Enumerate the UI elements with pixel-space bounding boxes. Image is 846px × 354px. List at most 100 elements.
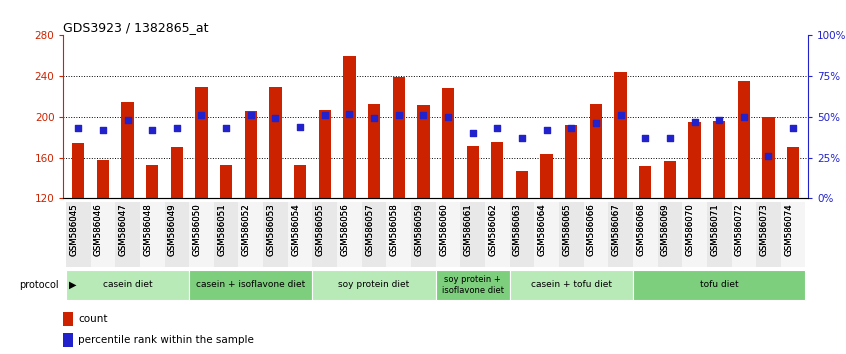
Point: [663, 135, 677, 141]
Text: casein + isoflavone diet: casein + isoflavone diet: [196, 280, 305, 290]
Point: [787, 125, 800, 131]
Bar: [312, 202, 337, 267]
Text: GSM586065: GSM586065: [563, 203, 571, 256]
Text: GSM586058: GSM586058: [390, 204, 398, 257]
Text: GSM586073: GSM586073: [760, 203, 768, 256]
Text: GSM586052: GSM586052: [242, 204, 250, 257]
Text: GSM586057: GSM586057: [365, 204, 374, 257]
Bar: [368, 104, 380, 198]
Text: GSM586046: GSM586046: [94, 204, 103, 257]
Bar: [214, 202, 239, 267]
Point: [761, 153, 775, 159]
Bar: [460, 202, 485, 267]
Text: GSM586058: GSM586058: [390, 203, 398, 256]
Text: GSM586060: GSM586060: [439, 204, 448, 257]
Bar: [140, 202, 164, 267]
Text: soy protein +
isoflavone diet: soy protein + isoflavone diet: [442, 275, 503, 295]
Bar: [492, 142, 503, 198]
Bar: [244, 111, 257, 198]
Text: GSM586062: GSM586062: [488, 204, 497, 257]
Text: GSM586072: GSM586072: [735, 203, 744, 256]
Point: [416, 112, 430, 118]
Bar: [762, 117, 775, 198]
Text: GSM586054: GSM586054: [291, 204, 300, 257]
Text: GSM586074: GSM586074: [784, 204, 794, 257]
Text: GSM586048: GSM586048: [143, 204, 152, 257]
Text: GSM586072: GSM586072: [735, 204, 744, 257]
Bar: [436, 202, 460, 267]
Bar: [485, 202, 509, 267]
Bar: [312, 270, 436, 300]
Bar: [91, 202, 115, 267]
Text: GSM586052: GSM586052: [242, 203, 250, 256]
Text: GSM586045: GSM586045: [69, 203, 78, 256]
Text: GSM586056: GSM586056: [340, 204, 349, 257]
Bar: [269, 87, 282, 198]
Text: GSM586050: GSM586050: [193, 203, 201, 256]
Bar: [66, 202, 91, 267]
Bar: [164, 202, 190, 267]
Bar: [337, 202, 362, 267]
Text: percentile rank within the sample: percentile rank within the sample: [79, 335, 254, 345]
Text: GSM586059: GSM586059: [415, 204, 423, 256]
Bar: [732, 202, 756, 267]
Point: [170, 125, 184, 131]
Text: protocol: protocol: [19, 280, 58, 290]
Bar: [66, 270, 190, 300]
Bar: [639, 166, 651, 198]
Text: GSM586067: GSM586067: [612, 203, 621, 256]
Text: GSM586049: GSM586049: [168, 204, 177, 256]
Bar: [608, 202, 633, 267]
Bar: [343, 56, 355, 198]
Text: GSM586059: GSM586059: [415, 203, 423, 256]
Bar: [535, 202, 559, 267]
Point: [639, 135, 652, 141]
Bar: [294, 165, 306, 198]
Text: GSM586064: GSM586064: [537, 203, 547, 256]
Text: GSM586045: GSM586045: [69, 204, 78, 257]
Bar: [738, 81, 750, 198]
Point: [688, 119, 701, 125]
Bar: [590, 104, 602, 198]
Bar: [436, 270, 509, 300]
Bar: [362, 202, 387, 267]
Text: GSM586069: GSM586069: [661, 203, 670, 256]
Text: GSM586063: GSM586063: [513, 203, 522, 256]
Bar: [387, 202, 411, 267]
Text: GSM586073: GSM586073: [760, 204, 768, 257]
Text: GSM586062: GSM586062: [488, 203, 497, 256]
Text: GSM586068: GSM586068: [636, 204, 645, 257]
Bar: [190, 202, 214, 267]
Text: GSM586057: GSM586057: [365, 203, 374, 256]
Text: casein + tofu diet: casein + tofu diet: [530, 280, 612, 290]
Bar: [565, 125, 578, 198]
Bar: [657, 202, 682, 267]
Bar: [633, 202, 657, 267]
Text: GSM586048: GSM586048: [143, 203, 152, 256]
Text: GSM586070: GSM586070: [685, 203, 695, 256]
Bar: [146, 165, 158, 198]
Point: [269, 116, 283, 121]
Point: [146, 127, 159, 133]
Text: GSM586050: GSM586050: [193, 204, 201, 257]
Bar: [541, 154, 552, 198]
Point: [121, 117, 135, 123]
Text: GSM586053: GSM586053: [266, 203, 276, 256]
Point: [737, 114, 750, 120]
Text: GSM586055: GSM586055: [316, 204, 325, 257]
Bar: [393, 77, 405, 198]
Text: GSM586068: GSM586068: [636, 203, 645, 256]
Point: [540, 127, 553, 133]
Text: GSM586065: GSM586065: [563, 204, 571, 257]
Text: GSM586061: GSM586061: [464, 203, 473, 256]
Text: GSM586070: GSM586070: [685, 204, 695, 257]
Text: GSM586066: GSM586066: [587, 203, 596, 256]
Text: GSM586071: GSM586071: [710, 203, 719, 256]
Bar: [442, 88, 454, 198]
Text: GSM586056: GSM586056: [340, 203, 349, 256]
Text: GDS3923 / 1382865_at: GDS3923 / 1382865_at: [63, 21, 209, 34]
Text: GSM586047: GSM586047: [118, 203, 128, 256]
Point: [195, 112, 208, 118]
Bar: [171, 147, 183, 198]
Bar: [682, 202, 707, 267]
